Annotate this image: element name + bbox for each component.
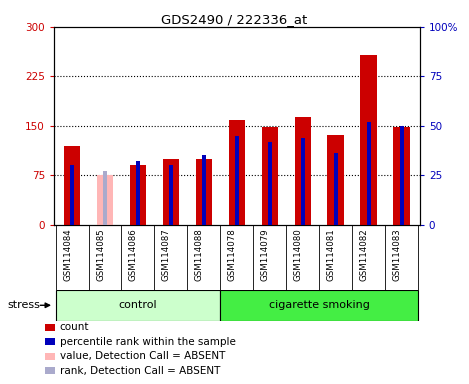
Bar	[196, 159, 212, 225]
Bar	[130, 166, 146, 225]
Bar	[361, 55, 377, 225]
Text: GDS2490 / 222336_at: GDS2490 / 222336_at	[161, 13, 308, 26]
Bar	[235, 136, 239, 225]
Text: GSM114078: GSM114078	[228, 228, 237, 281]
Text: GSM114088: GSM114088	[195, 228, 204, 281]
Bar	[136, 161, 140, 225]
Bar	[103, 171, 107, 225]
Bar	[169, 166, 173, 225]
Text: percentile rank within the sample: percentile rank within the sample	[60, 337, 235, 347]
Text: GSM114083: GSM114083	[393, 228, 401, 281]
Text: rank, Detection Call = ABSENT: rank, Detection Call = ABSENT	[60, 366, 220, 376]
Bar	[400, 126, 404, 225]
Text: cigarette smoking: cigarette smoking	[269, 300, 370, 310]
Bar	[163, 159, 179, 225]
Bar	[97, 175, 113, 225]
Text: GSM114079: GSM114079	[261, 228, 270, 281]
Text: GSM114085: GSM114085	[96, 228, 105, 281]
Text: GSM114084: GSM114084	[63, 228, 72, 281]
Bar	[393, 127, 410, 225]
Text: GSM114080: GSM114080	[294, 228, 303, 281]
Bar	[64, 146, 80, 225]
Bar	[295, 117, 311, 225]
Bar	[56, 290, 220, 321]
Bar	[334, 154, 338, 225]
Bar	[228, 121, 245, 225]
Text: GSM114086: GSM114086	[129, 228, 138, 281]
Bar	[268, 142, 272, 225]
Text: value, Detection Call = ABSENT: value, Detection Call = ABSENT	[60, 351, 225, 361]
Bar	[327, 135, 344, 225]
Bar	[202, 156, 206, 225]
Bar	[220, 290, 418, 321]
Text: control: control	[119, 300, 157, 310]
Text: GSM114087: GSM114087	[162, 228, 171, 281]
Text: count: count	[60, 322, 89, 332]
Bar	[262, 127, 278, 225]
Bar	[367, 122, 371, 225]
Text: GSM114081: GSM114081	[327, 228, 336, 281]
Bar	[301, 137, 305, 225]
Text: stress: stress	[7, 300, 40, 310]
Bar	[70, 166, 74, 225]
Text: GSM114082: GSM114082	[360, 228, 369, 281]
